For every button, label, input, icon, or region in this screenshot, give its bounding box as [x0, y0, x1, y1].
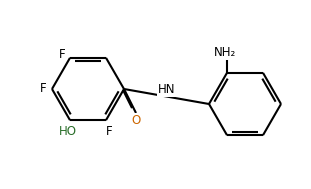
Text: F: F: [59, 48, 65, 61]
Text: NH₂: NH₂: [214, 46, 236, 59]
Text: HO: HO: [59, 125, 77, 138]
Text: F: F: [40, 83, 46, 95]
Text: HN: HN: [158, 83, 175, 96]
Text: F: F: [106, 125, 112, 138]
Text: O: O: [131, 114, 141, 126]
